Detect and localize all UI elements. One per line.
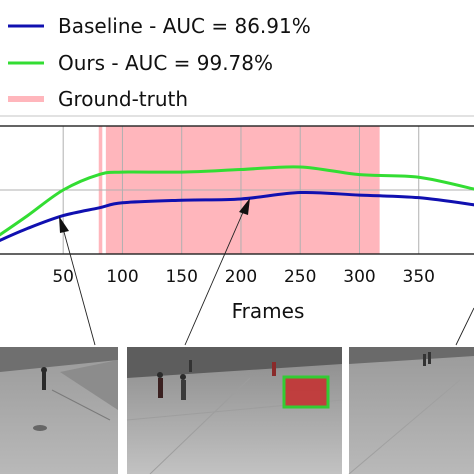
detection-box bbox=[282, 375, 330, 409]
pedestrian bbox=[181, 380, 186, 400]
pedestrian bbox=[42, 372, 46, 390]
x-tick-label-350: 350 bbox=[403, 267, 435, 287]
x-tick-label-300: 300 bbox=[343, 267, 375, 287]
series-line-baseline bbox=[0, 190, 474, 242]
legend-frame bbox=[0, 0, 474, 117]
plot-frame bbox=[0, 125, 474, 255]
series-line-ours bbox=[0, 165, 474, 237]
pedestrian bbox=[158, 378, 163, 398]
pointer-line-frame-1 bbox=[63, 231, 96, 346]
x-tick-label-150: 150 bbox=[165, 267, 197, 287]
pointer-annotations bbox=[59, 198, 474, 346]
x-tick-labels: 50 100 150 200 250 300 350 bbox=[52, 267, 435, 287]
legend-swatch-ground-truth bbox=[8, 96, 44, 102]
plot-area: 50 100 150 200 250 300 350 Frames bbox=[0, 125, 474, 323]
pointer-arrowhead-frame-1 bbox=[59, 216, 69, 233]
pedestrian bbox=[428, 352, 431, 364]
legend: Baseline - AUC = 86.91% Ours - AUC = 99.… bbox=[0, 0, 474, 117]
pedestrian bbox=[189, 360, 192, 372]
x-tick-label-100: 100 bbox=[106, 267, 138, 287]
pointer-line-frame-3 bbox=[455, 307, 474, 346]
pedestrian bbox=[423, 354, 426, 366]
pointer-arrowhead-frame-2 bbox=[239, 198, 250, 215]
series-lines bbox=[0, 165, 474, 242]
frame-2 bbox=[126, 347, 343, 474]
frame-1 bbox=[0, 347, 118, 474]
x-tick-label-50: 50 bbox=[52, 267, 74, 287]
pedestrian bbox=[272, 362, 276, 376]
grid-lines bbox=[0, 126, 474, 254]
pointer-line-frame-2 bbox=[184, 209, 245, 346]
legend-label-ground-truth: Ground-truth bbox=[58, 87, 188, 111]
x-axis-label: Frames bbox=[232, 299, 305, 323]
frame-3 bbox=[348, 347, 474, 474]
legend-label-ours: Ours - AUC = 99.78% bbox=[58, 51, 273, 75]
x-tick-label-200: 200 bbox=[225, 267, 257, 287]
x-tick-label-250: 250 bbox=[284, 267, 316, 287]
legend-label-baseline: Baseline - AUC = 86.91% bbox=[58, 14, 311, 38]
video-frames bbox=[0, 347, 474, 474]
